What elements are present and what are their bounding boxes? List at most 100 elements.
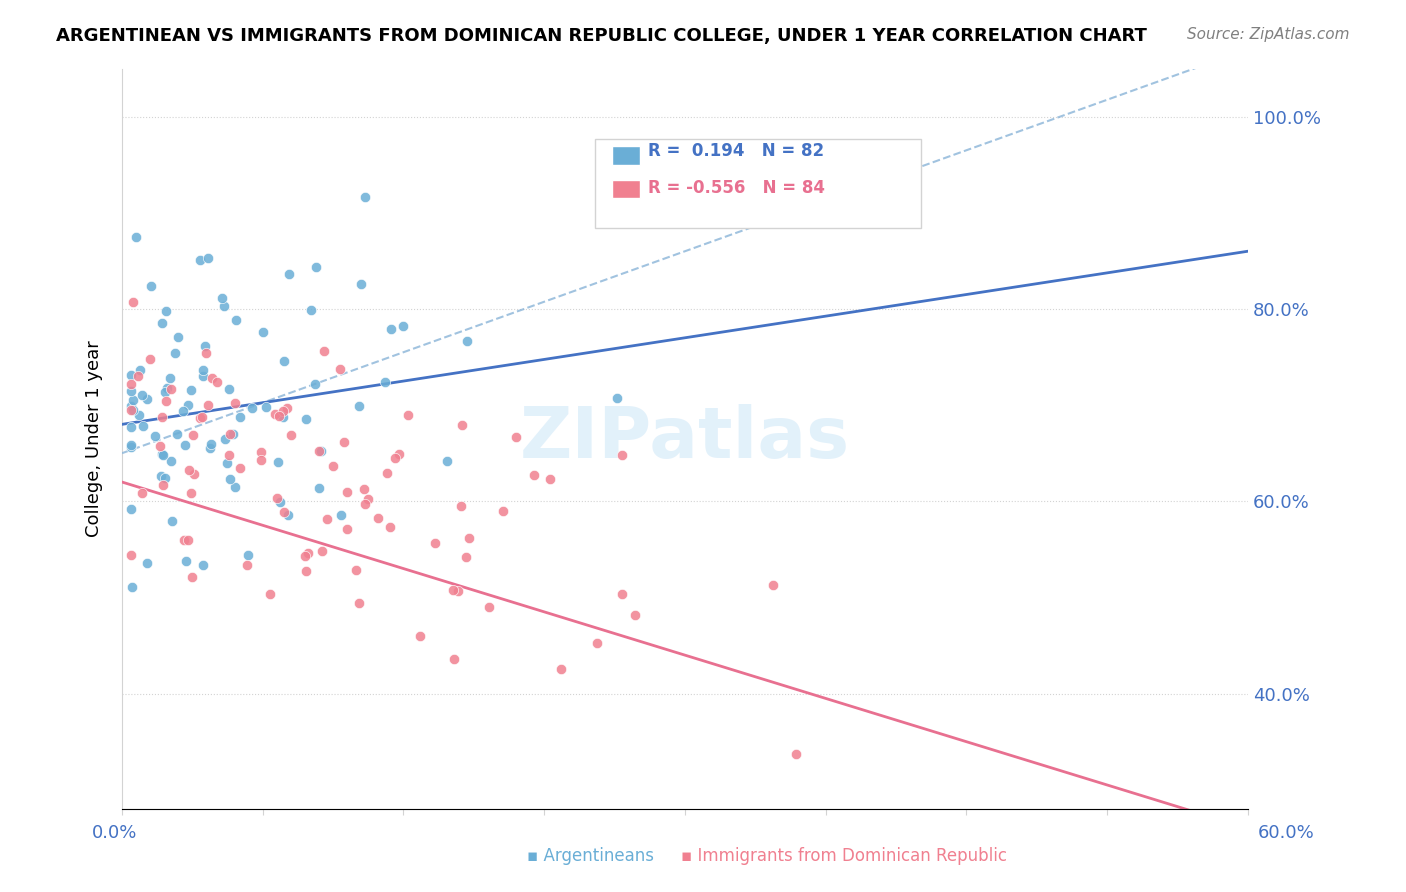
Point xyxy=(201,371,224,385)
Point xyxy=(211,291,233,305)
Point xyxy=(172,403,194,417)
Point xyxy=(454,550,477,565)
Point xyxy=(127,369,149,384)
Point xyxy=(120,399,142,413)
Point xyxy=(131,485,153,500)
Point xyxy=(392,319,415,334)
Text: ▪ Immigrants from Dominican Republic: ▪ Immigrants from Dominican Republic xyxy=(681,847,1007,864)
Point xyxy=(177,533,200,547)
Point xyxy=(188,411,211,425)
Point xyxy=(160,454,183,468)
Point xyxy=(263,407,285,421)
Point xyxy=(218,448,240,462)
Point xyxy=(478,599,501,614)
Point xyxy=(218,426,240,441)
Point xyxy=(250,445,273,459)
Point xyxy=(181,569,204,583)
Point xyxy=(492,503,515,517)
Point xyxy=(456,334,478,348)
Point xyxy=(159,382,181,396)
Point xyxy=(267,409,290,423)
Point xyxy=(276,401,298,416)
Point xyxy=(120,403,142,417)
Point xyxy=(200,437,222,451)
Point xyxy=(124,230,146,244)
Point xyxy=(254,400,277,414)
Point xyxy=(624,607,647,622)
Point xyxy=(308,444,330,458)
Point xyxy=(350,277,373,292)
Point xyxy=(316,512,339,526)
Point xyxy=(305,260,328,274)
Point xyxy=(194,346,217,360)
Point xyxy=(311,543,333,558)
Point xyxy=(167,330,190,344)
Point xyxy=(229,410,252,425)
Point xyxy=(295,411,318,425)
Point xyxy=(120,419,142,434)
Point xyxy=(218,382,240,396)
Point xyxy=(299,303,322,318)
Point xyxy=(447,583,470,598)
Point xyxy=(238,549,260,563)
Point xyxy=(312,344,335,359)
Point xyxy=(120,368,142,383)
Text: ZIPatlas: ZIPatlas xyxy=(520,404,851,474)
Point xyxy=(135,557,157,571)
Point xyxy=(224,396,246,410)
Point xyxy=(249,452,271,467)
Point xyxy=(166,426,188,441)
Point xyxy=(188,252,211,267)
Point xyxy=(336,522,359,536)
Point xyxy=(180,383,202,397)
Point xyxy=(271,409,294,424)
Point xyxy=(353,190,375,204)
Point xyxy=(150,410,173,425)
Point xyxy=(159,370,181,384)
Point xyxy=(329,508,352,523)
Point xyxy=(120,440,142,454)
Text: Source: ZipAtlas.com: Source: ZipAtlas.com xyxy=(1187,27,1350,42)
Point xyxy=(353,482,375,496)
Point xyxy=(136,392,159,407)
Bar xyxy=(612,146,640,165)
Point xyxy=(388,447,411,461)
Point xyxy=(333,434,356,449)
Point xyxy=(329,361,352,376)
Point xyxy=(152,478,174,492)
Point xyxy=(308,481,330,495)
Point xyxy=(219,472,242,486)
Point xyxy=(425,536,447,550)
Point xyxy=(150,316,173,330)
Point xyxy=(225,312,247,326)
Point xyxy=(128,408,150,422)
Point xyxy=(409,629,432,643)
Point xyxy=(762,577,785,591)
Point xyxy=(150,447,173,461)
Bar xyxy=(612,179,640,198)
Point xyxy=(380,321,402,335)
Point xyxy=(436,454,458,468)
Point xyxy=(122,295,145,310)
Point xyxy=(155,304,177,318)
Point xyxy=(273,505,295,519)
Point xyxy=(229,461,252,475)
Point xyxy=(120,548,142,562)
Point xyxy=(149,469,172,483)
Point xyxy=(139,352,162,367)
Point xyxy=(224,480,246,494)
Point xyxy=(153,385,176,400)
Point xyxy=(120,438,142,452)
Point xyxy=(450,499,472,513)
Point xyxy=(143,429,166,443)
Point xyxy=(505,430,527,444)
Point xyxy=(122,402,145,417)
Point xyxy=(441,583,464,598)
Point xyxy=(183,467,205,481)
Point xyxy=(612,587,634,601)
Point xyxy=(155,393,177,408)
Text: R = -0.556   N = 84: R = -0.556 N = 84 xyxy=(648,179,825,197)
Point xyxy=(132,419,155,434)
Text: R =  0.194   N = 82: R = 0.194 N = 82 xyxy=(648,143,824,161)
Point xyxy=(129,363,152,377)
